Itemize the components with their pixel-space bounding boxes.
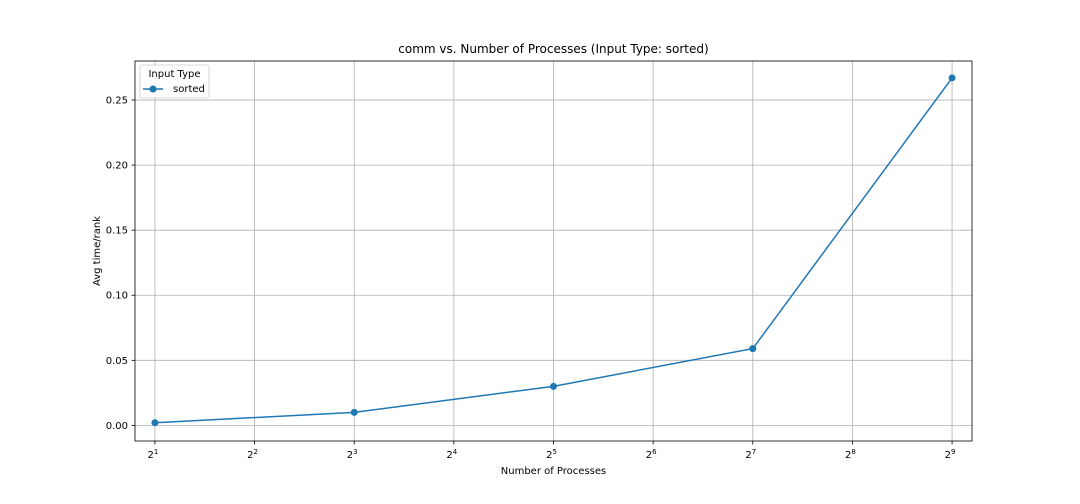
y-tick-label: 0.25: [106, 96, 128, 107]
data-point: [749, 345, 757, 353]
data-point: [151, 419, 159, 427]
chart-title: comm vs. Number of Processes (Input Type…: [398, 42, 708, 56]
plot-frame: [134, 60, 973, 442]
legend-label-sorted: sorted: [173, 84, 205, 95]
x-tick-label: 22: [247, 448, 258, 461]
x-tick-label: 24: [446, 448, 457, 461]
x-tick-label: 26: [646, 448, 657, 461]
data-point: [350, 408, 358, 416]
data-point: [550, 382, 557, 390]
axis-ticks: 21 22 23 24 25 26 27 28 29 0.00 0.05 0.10 0.15 0.20 0.…: [106, 96, 956, 461]
x-tick-label: 27: [745, 448, 756, 461]
legend-marker-swatch: [149, 85, 157, 93]
x-axis-label: Number of Processes: [501, 466, 606, 477]
x-tick-label: 21: [148, 448, 159, 461]
x-tick-label: 25: [546, 448, 557, 461]
y-tick-label: 0.15: [106, 226, 128, 237]
x-tick-label: 28: [845, 448, 856, 461]
series-layer: [151, 74, 956, 427]
x-tick-label: 29: [945, 448, 956, 461]
legend-title: Input Type: [148, 69, 200, 80]
y-tick-label: 0.00: [106, 421, 128, 432]
grid-lines: [135, 61, 972, 441]
legend: Input Type sorted: [139, 64, 210, 99]
y-tick-label: 0.05: [106, 356, 128, 367]
x-tick-label: 23: [347, 448, 358, 461]
data-point: [948, 74, 956, 82]
y-tick-label: 0.10: [106, 291, 128, 302]
y-axis-label: Avg time/rank: [92, 216, 103, 286]
y-tick-label: 0.20: [106, 161, 128, 172]
